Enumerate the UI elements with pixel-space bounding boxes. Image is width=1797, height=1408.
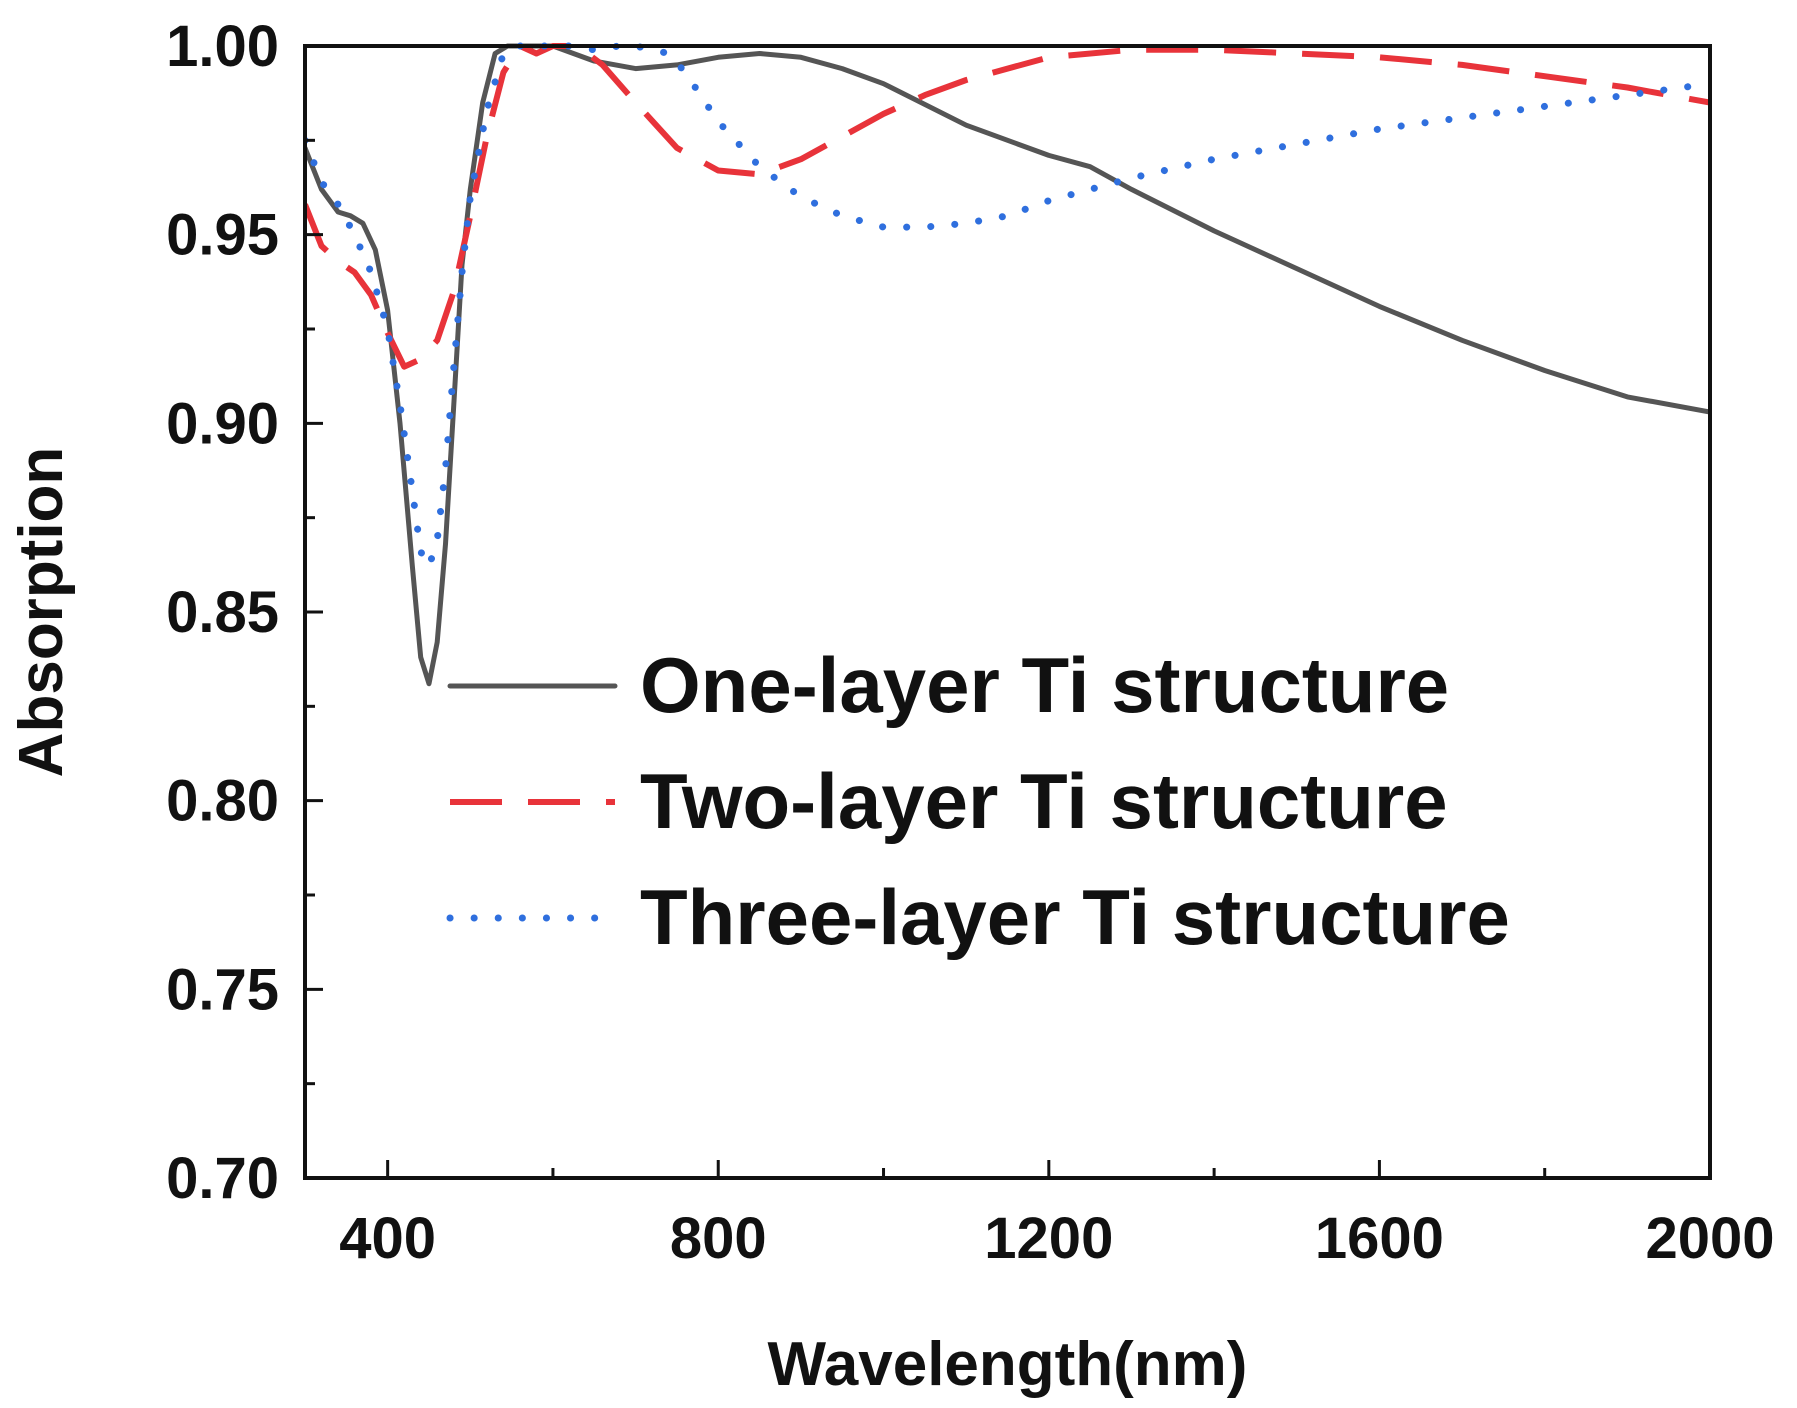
legend: One-layer Ti structure Two-layer Ti stru… — [446, 641, 1510, 961]
y-tick-label: 0.70 — [166, 1146, 279, 1211]
series-line-one-layer — [305, 43, 1710, 687]
y-tick-label: 0.85 — [166, 580, 279, 645]
x-tick-label: 1200 — [984, 1206, 1113, 1271]
series-line-three-layer — [305, 42, 1710, 571]
series-layer — [305, 42, 1710, 687]
y-axis-title: Absorption — [7, 447, 76, 778]
ticks-layer — [305, 44, 1712, 1180]
series-line-two-layer — [305, 43, 1710, 370]
x-tick-label: 1600 — [1315, 1206, 1444, 1271]
y-tick-label: 0.90 — [166, 391, 279, 456]
x-axis-title: Wavelength(nm) — [768, 1330, 1248, 1399]
plot-frame — [303, 44, 1712, 1180]
legend-label-one-layer: One-layer Ti structure — [640, 641, 1449, 729]
y-tick-label: 1.00 — [166, 14, 279, 79]
y-tick-label: 0.80 — [166, 769, 279, 834]
y-tick-label: 0.95 — [166, 203, 279, 268]
x-tick-label: 2000 — [1645, 1206, 1774, 1271]
y-tick-label: 0.75 — [166, 957, 279, 1022]
legend-label-two-layer: Two-layer Ti structure — [640, 757, 1448, 845]
x-tick-label: 400 — [339, 1206, 436, 1271]
x-tick-label: 800 — [670, 1206, 767, 1271]
tick-labels-layer: 400 800 1200 1600 2000 0.70 0.75 0.80 0.85 0.90 0.… — [166, 14, 1774, 1271]
legend-label-three-layer: Three-layer Ti structure — [640, 873, 1510, 961]
